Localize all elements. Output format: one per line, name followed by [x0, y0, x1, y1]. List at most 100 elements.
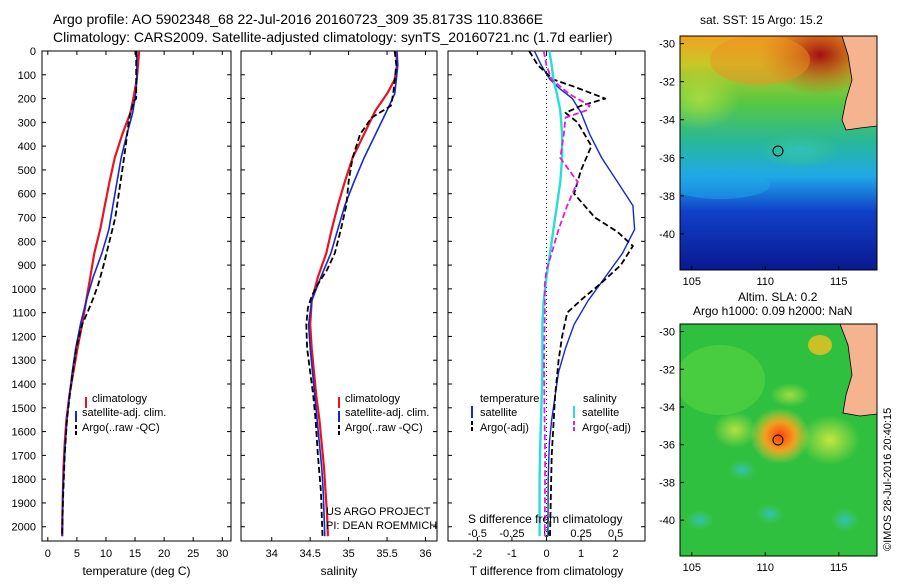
legend-diff-sal-argo: Argo(-adj) — [582, 422, 631, 434]
sst-argo-marker — [772, 145, 784, 157]
y-tick-label: 1100 — [12, 308, 36, 320]
x-tick-label: 1 — [578, 548, 584, 560]
x-axis-label: T difference from climatology — [470, 564, 624, 578]
s-tick-label: -0.5 — [468, 528, 487, 540]
x-tick-label: 36 — [419, 548, 431, 560]
lon-tick-label: 105 — [683, 562, 701, 574]
lat-tick-label: -34 — [659, 115, 675, 127]
sla-map: Altim. SLA: 0.2 Argo h1000: 0.09 h2000: … — [659, 290, 878, 574]
y-tick-label: 1500 — [12, 403, 36, 415]
lon-tick-label: 110 — [756, 562, 774, 574]
lat-tick-label: -30 — [659, 39, 675, 51]
legend-diff-sal-satellite: satellite — [582, 407, 619, 419]
sst-map-title: sat. SST: 15 Argo: 15.2 — [700, 13, 823, 27]
x-tick-label: 25 — [187, 548, 199, 560]
chart-panel-3: -2 -1 0 1 2 T difference from climatology -0.5… — [447, 50, 646, 578]
credit-text: ©IMOS 28-Jul-2016 20:40:15 — [882, 408, 894, 551]
x-tick-label: 5 — [74, 548, 80, 560]
y-tick-label: 0 — [30, 46, 36, 58]
lon-tick-label: 110 — [756, 276, 774, 288]
x-tick-label: 35 — [342, 548, 354, 560]
y-tick-label: 200 — [18, 94, 36, 106]
lat-tick-label: -36 — [659, 153, 675, 165]
s-difference-label: S difference from climatology — [468, 512, 623, 526]
y-tick-label: 1300 — [12, 355, 36, 367]
sla-map-ticks: -30 -32 -34 -36 -38 -40 105 110 115 — [659, 327, 847, 574]
series-line-argo-raw-qc- — [61, 51, 138, 537]
y-tick-label: 300 — [18, 117, 36, 129]
sst-map: sat. SST: 15 Argo: 15.2 -30-32-34-36-38-… — [659, 13, 878, 288]
header-line-2: Climatology: CARS2009. Satellite-adjuste… — [53, 29, 613, 45]
x-tick-label: 30 — [216, 548, 228, 560]
sst-map-ticks: -30 -32 -34 -36 -38 -40 105 110 115 — [659, 39, 847, 288]
lat-tick-label: -34 — [659, 402, 675, 414]
annotation-project: US ARGO PROJECT — [326, 506, 431, 518]
legend-temperature-argo: Argo(..raw -QC) — [82, 422, 160, 434]
lon-tick-label: 115 — [830, 562, 848, 574]
x-tick-label: 20 — [158, 548, 170, 560]
legend-temperature-satellite: satellite-adj. clim. — [82, 407, 166, 419]
x-tick-label: 0 — [543, 548, 549, 560]
s-tick-label: 0.25 — [570, 528, 591, 540]
sla-land — [839, 324, 877, 417]
y-tick-label: 100 — [18, 70, 36, 82]
y-tick-label: 800 — [18, 236, 36, 248]
legend-diff-temp-argo: Argo(-adj) — [480, 422, 529, 434]
x-tick-label: 15 — [129, 548, 141, 560]
plot-area — [240, 50, 438, 542]
legend-group-temperature: temperature — [480, 393, 539, 405]
series-line-satellite-adj-clim- — [61, 51, 138, 537]
y-tick-label: 2000 — [12, 522, 36, 534]
lat-tick-label: -36 — [659, 440, 675, 452]
s-tick-label: 0 — [543, 528, 549, 540]
x-tick-label: 10 — [100, 548, 112, 560]
y-tick-label: 900 — [18, 260, 36, 272]
legend-salinity-climatology: climatology — [345, 393, 401, 405]
y-tick-label: 1000 — [12, 284, 36, 296]
sst-land — [841, 36, 877, 131]
lat-tick-label: -38 — [659, 191, 675, 203]
chart-panel-2: 34 34.5 35 35.5 36 salinity — [240, 50, 438, 578]
s-tick-label: 0.5 — [608, 528, 623, 540]
y-tick-label: 1600 — [12, 427, 36, 439]
chart-panel-1: 0 5 10 15 20 25 300100200300400500600700800900… — [12, 46, 232, 578]
sla-map-title-1: Altim. SLA: 0.2 — [738, 290, 818, 304]
y-tick-label: 1900 — [12, 498, 36, 510]
y-tick-label: 600 — [18, 189, 36, 201]
s-tick-label: -0.25 — [499, 528, 524, 540]
sla-argo-marker — [772, 434, 784, 446]
annotation-pi: PI: DEAN ROEMMICH — [326, 520, 437, 532]
x-tick-label: 2 — [613, 548, 619, 560]
x-axis-label: salinity — [321, 564, 358, 578]
x-tick-label: 0 — [45, 548, 51, 560]
series-line-argo-raw-qc- — [305, 50, 398, 537]
profile-charts: 0 5 10 15 20 25 300100200300400500600700800900… — [12, 46, 646, 578]
legend-salinity-satellite: satellite-adj. clim. — [345, 407, 429, 419]
y-tick-label: 1800 — [12, 474, 36, 486]
lon-tick-label: 115 — [830, 276, 848, 288]
legend-salinity: climatology satellite-adj. clim. Argo(..… — [326, 393, 437, 532]
series-line-satellite-adj-clim- — [307, 50, 399, 537]
legend-salinity-argo: Argo(..raw -QC) — [345, 422, 423, 434]
x-tick-label: -2 — [472, 548, 482, 560]
series-line-temperature-argo-adj- — [528, 50, 634, 537]
legend-temperature: climatology satellite-adj. clim. Argo(..… — [75, 393, 166, 436]
header-line-1: Argo profile: AO 5902348_68 22-Jul-2016 … — [53, 11, 543, 27]
series-line-climatology — [309, 50, 399, 537]
y-tick-label: 700 — [18, 213, 36, 225]
legend-group-salinity: salinity — [583, 393, 617, 405]
series-line-salinity-satellite — [538, 50, 564, 537]
lat-tick-label: -32 — [659, 364, 675, 376]
sla-map-title-2: Argo h1000: 0.09 h2000: NaN — [693, 304, 852, 318]
y-tick-label: 1400 — [12, 379, 36, 391]
x-tick-label: 34.5 — [299, 548, 320, 560]
y-tick-label: 500 — [18, 165, 36, 177]
x-axis-label: temperature (deg C) — [82, 564, 190, 578]
lat-tick-label: -30 — [659, 327, 675, 339]
lat-tick-label: -38 — [659, 477, 675, 489]
x-tick-label: 35.5 — [376, 548, 397, 560]
legend-diff-temp-satellite: satellite — [480, 407, 517, 419]
y-tick-label: 1700 — [12, 450, 36, 462]
